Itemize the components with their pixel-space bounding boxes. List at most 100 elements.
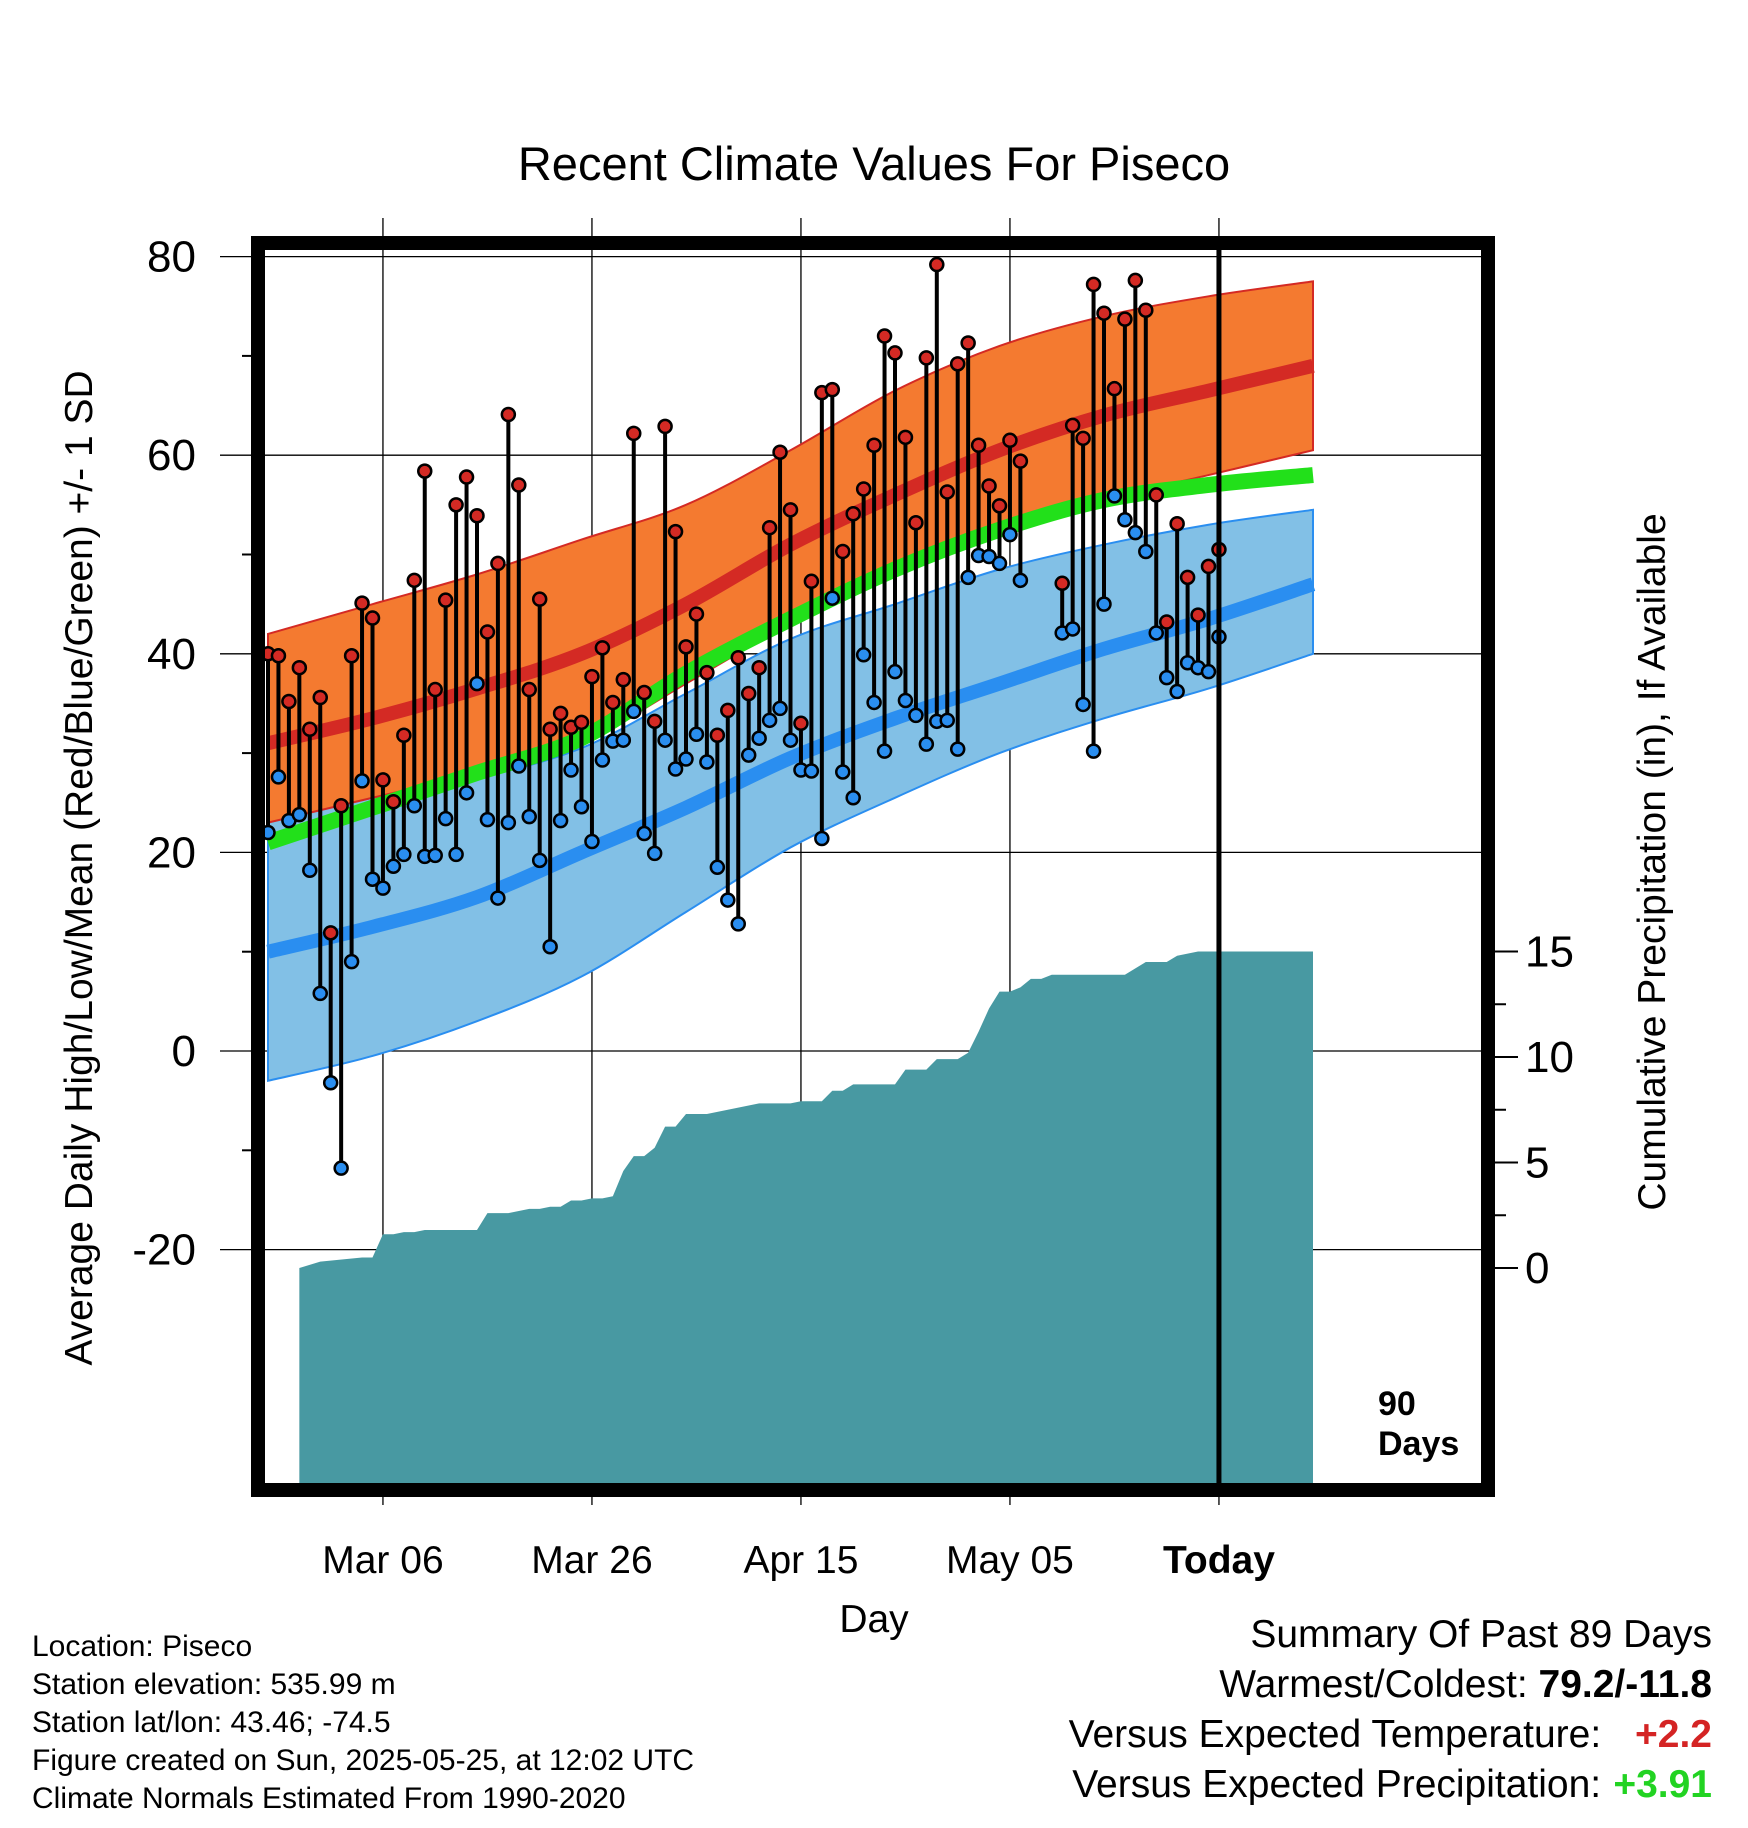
obs-high-dot: [1075, 430, 1091, 447]
x-tick-label: Mar 06: [322, 1539, 443, 1582]
obs-high-dot: [855, 481, 872, 497]
obs-low-dot: [981, 548, 997, 565]
obs-low-dot: [375, 880, 391, 896]
obs-low-dot: [835, 764, 851, 780]
obs-high-dot: [448, 497, 464, 513]
obs-low-dot: [761, 712, 778, 729]
obs-low-dot: [1117, 511, 1133, 528]
obs-low-dot: [918, 736, 935, 752]
y-tick-label-left: 60: [147, 431, 196, 480]
obs-low-dot: [1075, 696, 1091, 713]
created-text: Figure created on Sun, 2025-05-25, at 12…: [32, 1744, 695, 1777]
y-tick-label-right: 5: [1525, 1139, 1549, 1188]
y-axis-label-right: Cumulative Precipitation (in), If Availa…: [1631, 513, 1674, 1210]
obs-high-dot: [720, 702, 736, 719]
obs-low-dot: [573, 798, 590, 815]
obs-high-dot: [876, 328, 893, 344]
obs-high-dot: [730, 650, 746, 666]
obs-low-dot: [740, 747, 757, 763]
obs-high-dot: [1158, 614, 1175, 630]
obs-high-dot: [1200, 558, 1217, 575]
obs-high-dot: [343, 648, 360, 664]
temp-departure-value: +2.2: [1635, 1713, 1712, 1756]
obs-low-dot: [1158, 669, 1175, 686]
obs-low-dot: [511, 758, 527, 774]
obs-high-dot: [908, 514, 924, 531]
obs-high-dot: [479, 624, 496, 640]
obs-high-dot: [469, 508, 485, 524]
obs-low-dot: [1064, 621, 1081, 637]
obs-high-dot: [646, 713, 663, 730]
obs-low-dot: [437, 810, 454, 827]
summary-heading: Summary Of Past 89 Days: [1250, 1613, 1712, 1656]
obs-high-dot: [437, 592, 454, 608]
obs-high-dot: [845, 506, 861, 522]
obs-high-dot: [636, 684, 652, 701]
obs-low-dot: [657, 732, 673, 748]
obs-low-dot: [751, 730, 767, 746]
obs-high-dot: [626, 425, 642, 442]
obs-high-dot: [1106, 380, 1123, 397]
obs-high-dot: [782, 502, 799, 518]
obs-low-dot: [949, 741, 966, 757]
obs-high-dot: [897, 429, 914, 446]
obs-low-dot: [960, 569, 976, 586]
obs-high-dot: [270, 648, 287, 664]
normals-text: Climate Normals Estimated From 1990-2020: [32, 1782, 626, 1815]
obs-low-dot: [448, 846, 464, 863]
x-tick-label: Today: [1163, 1539, 1275, 1582]
obs-low-dot: [626, 703, 642, 720]
obs-low-dot: [897, 692, 914, 709]
obs-low-dot: [1106, 488, 1123, 504]
obs-high-dot: [657, 418, 673, 435]
obs-high-dot: [960, 335, 976, 351]
obs-low-dot: [343, 953, 360, 970]
obs-high-dot: [1148, 487, 1164, 503]
latlon-text: Station lat/lon: 43.46; -74.5: [32, 1706, 391, 1739]
chart-title: Recent Climate Values For Piseco: [518, 137, 1230, 190]
obs-low-dot: [594, 752, 611, 768]
location-text: Location: Piseco: [32, 1630, 253, 1663]
obs-low-dot: [406, 797, 423, 814]
obs-high-dot: [302, 721, 318, 738]
obs-low-dot: [542, 938, 558, 955]
prcp-departure-label: Versus Expected Precipitation:: [1072, 1763, 1602, 1806]
obs-high-dot: [1169, 515, 1185, 532]
obs-low-dot: [1085, 743, 1102, 759]
obs-high-dot: [667, 523, 684, 540]
obs-high-dot: [866, 437, 882, 454]
obs-high-dot: [1064, 417, 1081, 434]
obs-high-dot: [1054, 575, 1070, 592]
obs-high-dot: [594, 640, 611, 656]
obs-high-dot: [803, 573, 820, 590]
y-tick-label-left: 20: [147, 828, 196, 877]
x-tick-label: May 05: [946, 1539, 1074, 1582]
obs-low-dot: [1200, 663, 1217, 680]
obs-high-dot: [772, 444, 788, 460]
obs-high-dot: [573, 714, 590, 731]
obs-low-dot: [908, 707, 924, 724]
obs-low-dot: [939, 712, 955, 729]
obs-low-dot: [1127, 524, 1144, 541]
obs-low-dot: [615, 732, 632, 748]
y-tick-label-right: 15: [1525, 928, 1574, 977]
observed-temperatures: [260, 256, 1227, 1176]
obs-low-dot: [1148, 625, 1164, 641]
obs-high-dot: [531, 591, 548, 607]
obs-low-dot: [490, 890, 506, 906]
obs-high-dot: [584, 668, 600, 685]
obs-high-dot: [615, 671, 632, 688]
today-annotation: 90 Days: [1378, 1385, 1459, 1463]
obs-high-dot: [1117, 311, 1133, 327]
obs-low-dot: [500, 814, 517, 831]
obs-low-dot: [1138, 543, 1154, 560]
obs-high-dot: [396, 727, 412, 743]
obs-high-dot: [458, 469, 475, 485]
obs-high-dot: [1085, 276, 1102, 293]
obs-low-dot: [552, 812, 569, 829]
warmest-coldest-row: Warmest/Coldest: 79.2/-11.8: [1069, 1660, 1712, 1710]
prcp-departure-row: Versus Expected Precipitation: +3.91: [1069, 1760, 1712, 1810]
obs-high-dot: [1179, 569, 1196, 586]
obs-low-dot: [479, 811, 496, 828]
obs-high-dot: [1002, 432, 1018, 449]
